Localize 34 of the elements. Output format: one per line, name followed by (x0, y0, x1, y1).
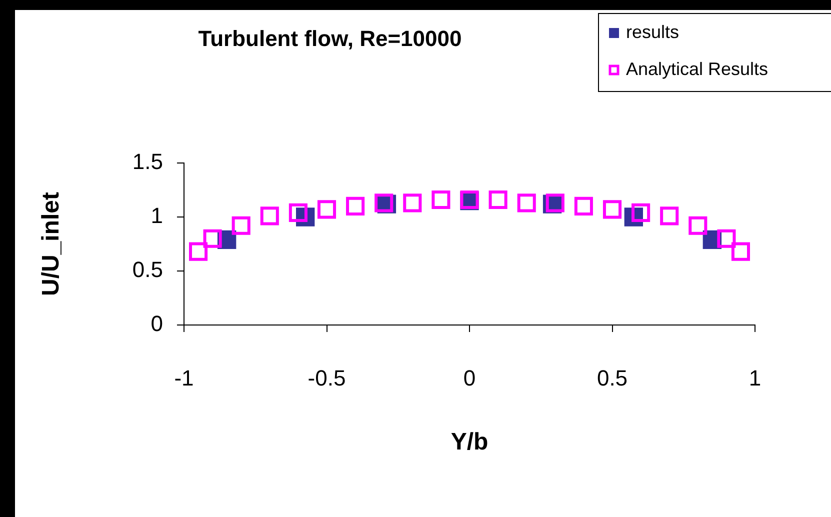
point (288, 203, 308, 222)
point (731, 242, 750, 261)
point (717, 229, 736, 248)
point (517, 194, 536, 212)
point (488, 190, 508, 209)
y-tick-label: 1.5 (132, 149, 163, 174)
x-tick-label: 0.5 (596, 365, 628, 390)
x-axis-title: Y/b (450, 428, 488, 456)
point (574, 196, 593, 216)
point (403, 194, 422, 212)
point (546, 194, 564, 212)
x-tick-label: 0 (463, 365, 476, 390)
point (688, 216, 708, 235)
y-axis-title: U/U_inlet (38, 192, 65, 296)
point (432, 190, 450, 209)
point (317, 200, 336, 219)
point (346, 196, 365, 216)
point (188, 242, 208, 261)
legend-label: Analytical Results (626, 58, 768, 79)
legend-label: results (626, 22, 680, 42)
point (374, 194, 394, 212)
x-tick-label: -1 (174, 365, 194, 390)
x-tick-label: -0.5 (308, 365, 346, 390)
point (203, 229, 222, 248)
y-tick-label: 0 (150, 311, 163, 336)
y-tick-label: 1 (150, 203, 163, 228)
point (602, 200, 622, 219)
point (632, 203, 650, 222)
point (260, 206, 279, 226)
x-tick-label: 1 (748, 365, 762, 390)
point (232, 216, 250, 235)
point (660, 206, 679, 226)
y-tick-label: 0.5 (132, 257, 163, 282)
chart-title: Turbulent flow, Re=10000 (198, 26, 462, 52)
